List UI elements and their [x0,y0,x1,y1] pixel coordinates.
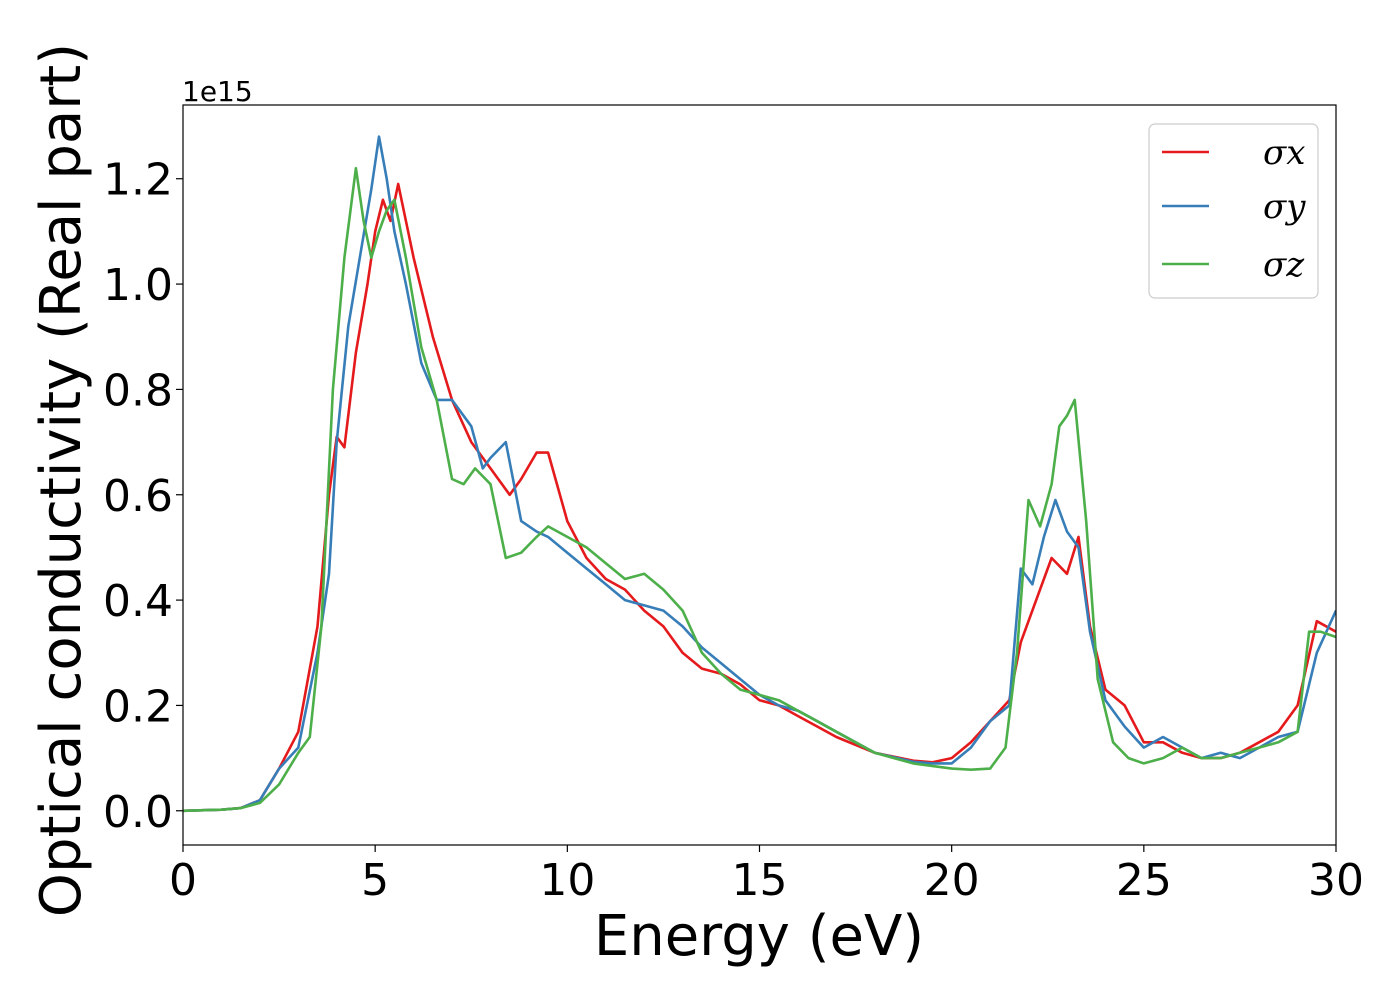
x-tick-label: 25 [1116,855,1172,906]
y-offset-label: 1e15 [182,75,253,108]
y-tick-label: 0.4 [103,576,173,627]
y-tick-label: 0.0 [103,787,173,838]
series-line-1 [183,182,1336,813]
x-tick-label: 5 [361,855,389,906]
x-tick-label: 15 [732,855,788,906]
y-tick-label: 0.6 [103,471,173,522]
x-tick-label: 0 [169,855,197,906]
plot-area: 0 5 10 15 20 25 30 0.0 0.2 0.4 0.6 0.8 1.0 1.2 σx σy σz [103,104,1364,906]
y-tick-label: 0.8 [103,365,173,416]
y-tick-label: 1.2 [103,155,173,206]
x-tick-label: 30 [1308,855,1364,906]
x-axis-label: Energy (eV) [594,904,924,969]
legend-box [1148,123,1319,299]
series-line-2 [183,135,1336,813]
legend-label-3: σz [1263,245,1305,285]
x-tick-label: 20 [924,855,980,906]
y-tick-label: 0.2 [103,681,173,732]
series-line-3 [183,166,1336,813]
x-tick-label: 10 [539,855,595,906]
y-tick-label: 1.0 [103,260,173,311]
legend-label-2: σy [1263,187,1306,227]
y-axis-label: Optical conductivity (Real part) [29,43,94,917]
legend-label-1: σx [1263,133,1305,173]
